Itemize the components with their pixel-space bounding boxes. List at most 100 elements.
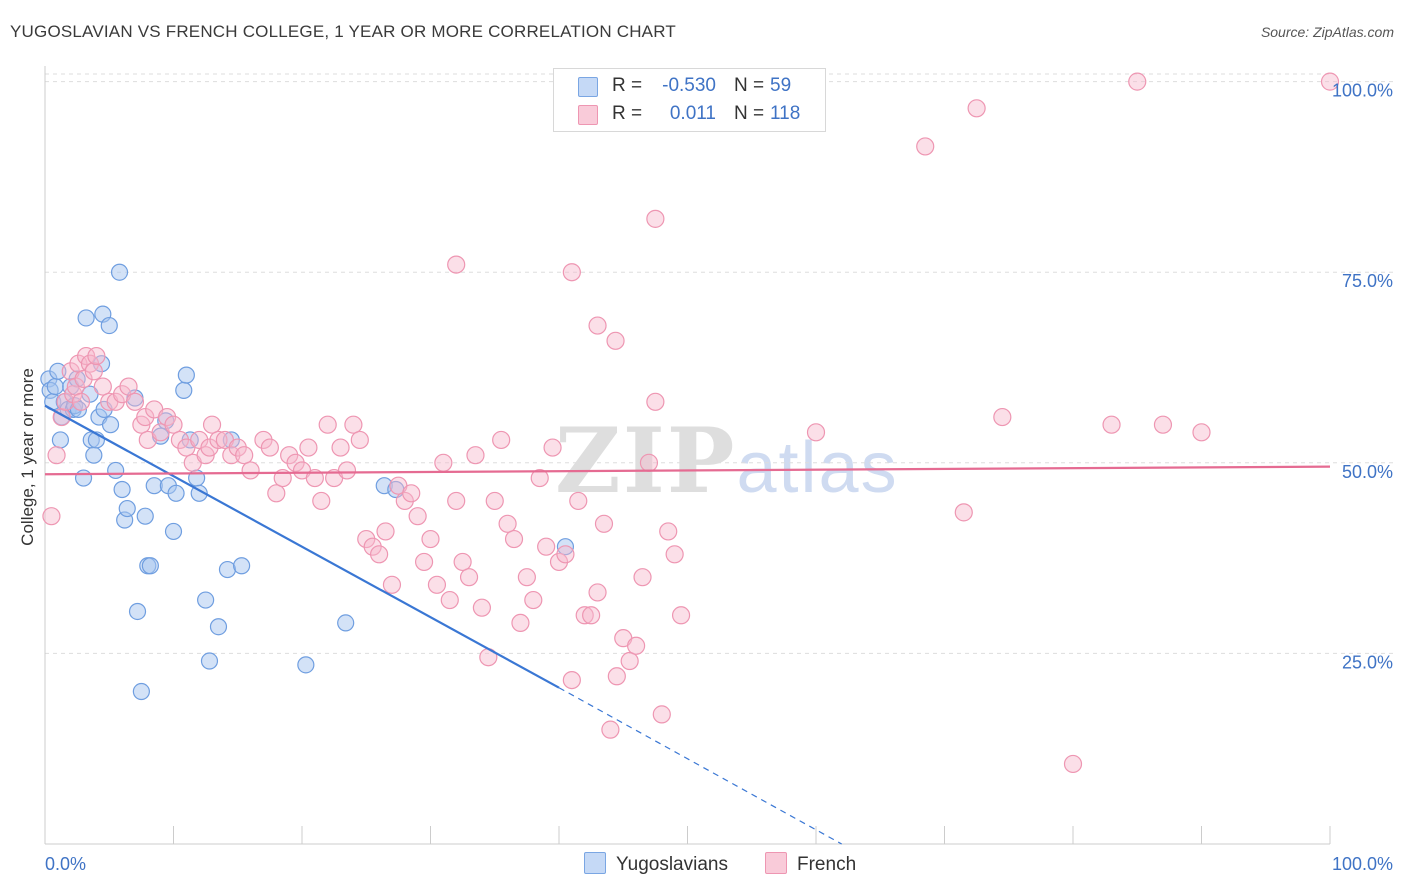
french-point (504, 529, 524, 549)
french-point (588, 583, 607, 602)
yugoslavian-point (49, 362, 67, 380)
french-point (235, 446, 254, 465)
french-point (202, 415, 222, 434)
french-point (447, 255, 466, 274)
legend-swatch-pink (765, 852, 787, 874)
french-point (620, 651, 639, 671)
french-point (594, 514, 614, 533)
legend-r-value: -0.530 (662, 75, 716, 96)
legend-label-french: French (797, 854, 857, 875)
french-point (170, 430, 190, 450)
french-point (74, 369, 93, 389)
french-point (312, 491, 331, 511)
french-point (639, 453, 659, 472)
legend-r-label: R = (612, 103, 643, 124)
french-points (42, 72, 1340, 774)
french-point (549, 552, 569, 572)
french-point (56, 392, 75, 411)
french-point (646, 209, 665, 228)
french-point (530, 468, 549, 488)
french-point (492, 430, 511, 450)
french-point (993, 407, 1012, 427)
french-trend-line (44, 465, 1331, 476)
french-point (241, 461, 260, 480)
yugoslavian-point (141, 557, 159, 575)
french-point (601, 720, 620, 739)
french-point (106, 392, 125, 411)
french-point (569, 491, 588, 511)
yugoslavian-point (175, 381, 193, 399)
legend-r-label: R = (612, 75, 643, 96)
french-point (190, 430, 209, 450)
french-point (498, 514, 517, 533)
french-point (588, 316, 607, 335)
y-tick-label: 75.0% (1342, 271, 1393, 291)
legend-n-value: 59 (770, 75, 792, 96)
french-point (267, 484, 286, 503)
french-point (459, 568, 479, 587)
french-point (305, 468, 324, 488)
yugoslavian-point (164, 522, 183, 541)
y-tick-label: 25.0% (1342, 652, 1393, 672)
french-point (556, 545, 575, 564)
yugoslavian-point (233, 557, 251, 575)
french-point (71, 392, 91, 411)
legend-item-yugoslavians: Yugoslavians (584, 852, 728, 876)
legend-n-label: N = (734, 75, 765, 96)
x-tick-label: 100.0% (1332, 854, 1393, 874)
legend-row-french: R = 0.011 N = 118 (554, 100, 825, 128)
yugoslavian-point (100, 316, 118, 335)
french-point (427, 575, 447, 594)
french-point (466, 446, 485, 465)
french-point (280, 446, 299, 465)
legend-swatch-blue (584, 852, 606, 874)
yugoslavian-point (107, 461, 125, 480)
french-point (1102, 415, 1121, 434)
french-point (543, 438, 562, 457)
legend-r-value: 0.011 (669, 103, 716, 124)
french-point (164, 415, 183, 434)
axis-layer (44, 66, 1331, 845)
french-point (806, 423, 826, 442)
legend-row-yugoslavians: R = -0.530 N = 59 (554, 72, 825, 100)
french-point (537, 537, 556, 556)
french-point (260, 438, 279, 457)
french-point (582, 606, 601, 625)
legend-swatch-pink (578, 105, 598, 125)
french-point (125, 392, 145, 411)
legend-n-label: N = (734, 103, 765, 124)
yugoslavian-point (132, 682, 150, 701)
yugoslavian-point (51, 431, 70, 449)
french-point (421, 529, 440, 549)
french-point (357, 529, 376, 549)
yugoslavian-trend-line (44, 404, 560, 689)
x-tick-label: 0.0% (45, 854, 86, 874)
french-point (299, 438, 318, 457)
french-point (331, 438, 350, 457)
chart-title: YUGOSLAVIAN VS FRENCH COLLEGE, 1 YEAR OR… (10, 22, 676, 41)
yugoslavian-point (297, 656, 315, 674)
french-point (511, 613, 530, 633)
french-point (47, 446, 66, 465)
yugoslavian-point (77, 309, 95, 327)
yugoslavian-point (200, 652, 219, 670)
french-point (607, 667, 626, 686)
french-point (209, 430, 228, 450)
french-point (626, 636, 646, 655)
legend-label-yugoslavians: Yugoslavians (616, 854, 728, 875)
french-point (228, 438, 247, 457)
french-point (447, 491, 466, 511)
french-point (646, 392, 665, 411)
french-point (606, 331, 625, 350)
yugoslavian-point (136, 507, 154, 525)
yugoslavian-point (222, 431, 240, 449)
legend-n-value: 118 (770, 103, 801, 124)
french-point (93, 377, 112, 396)
yugoslavian-point (167, 484, 185, 502)
french-point (524, 590, 543, 610)
french-point (286, 453, 305, 472)
french-point (222, 446, 241, 465)
french-point (1192, 423, 1211, 442)
yugoslavian-point (177, 366, 195, 384)
french-point (87, 346, 106, 366)
